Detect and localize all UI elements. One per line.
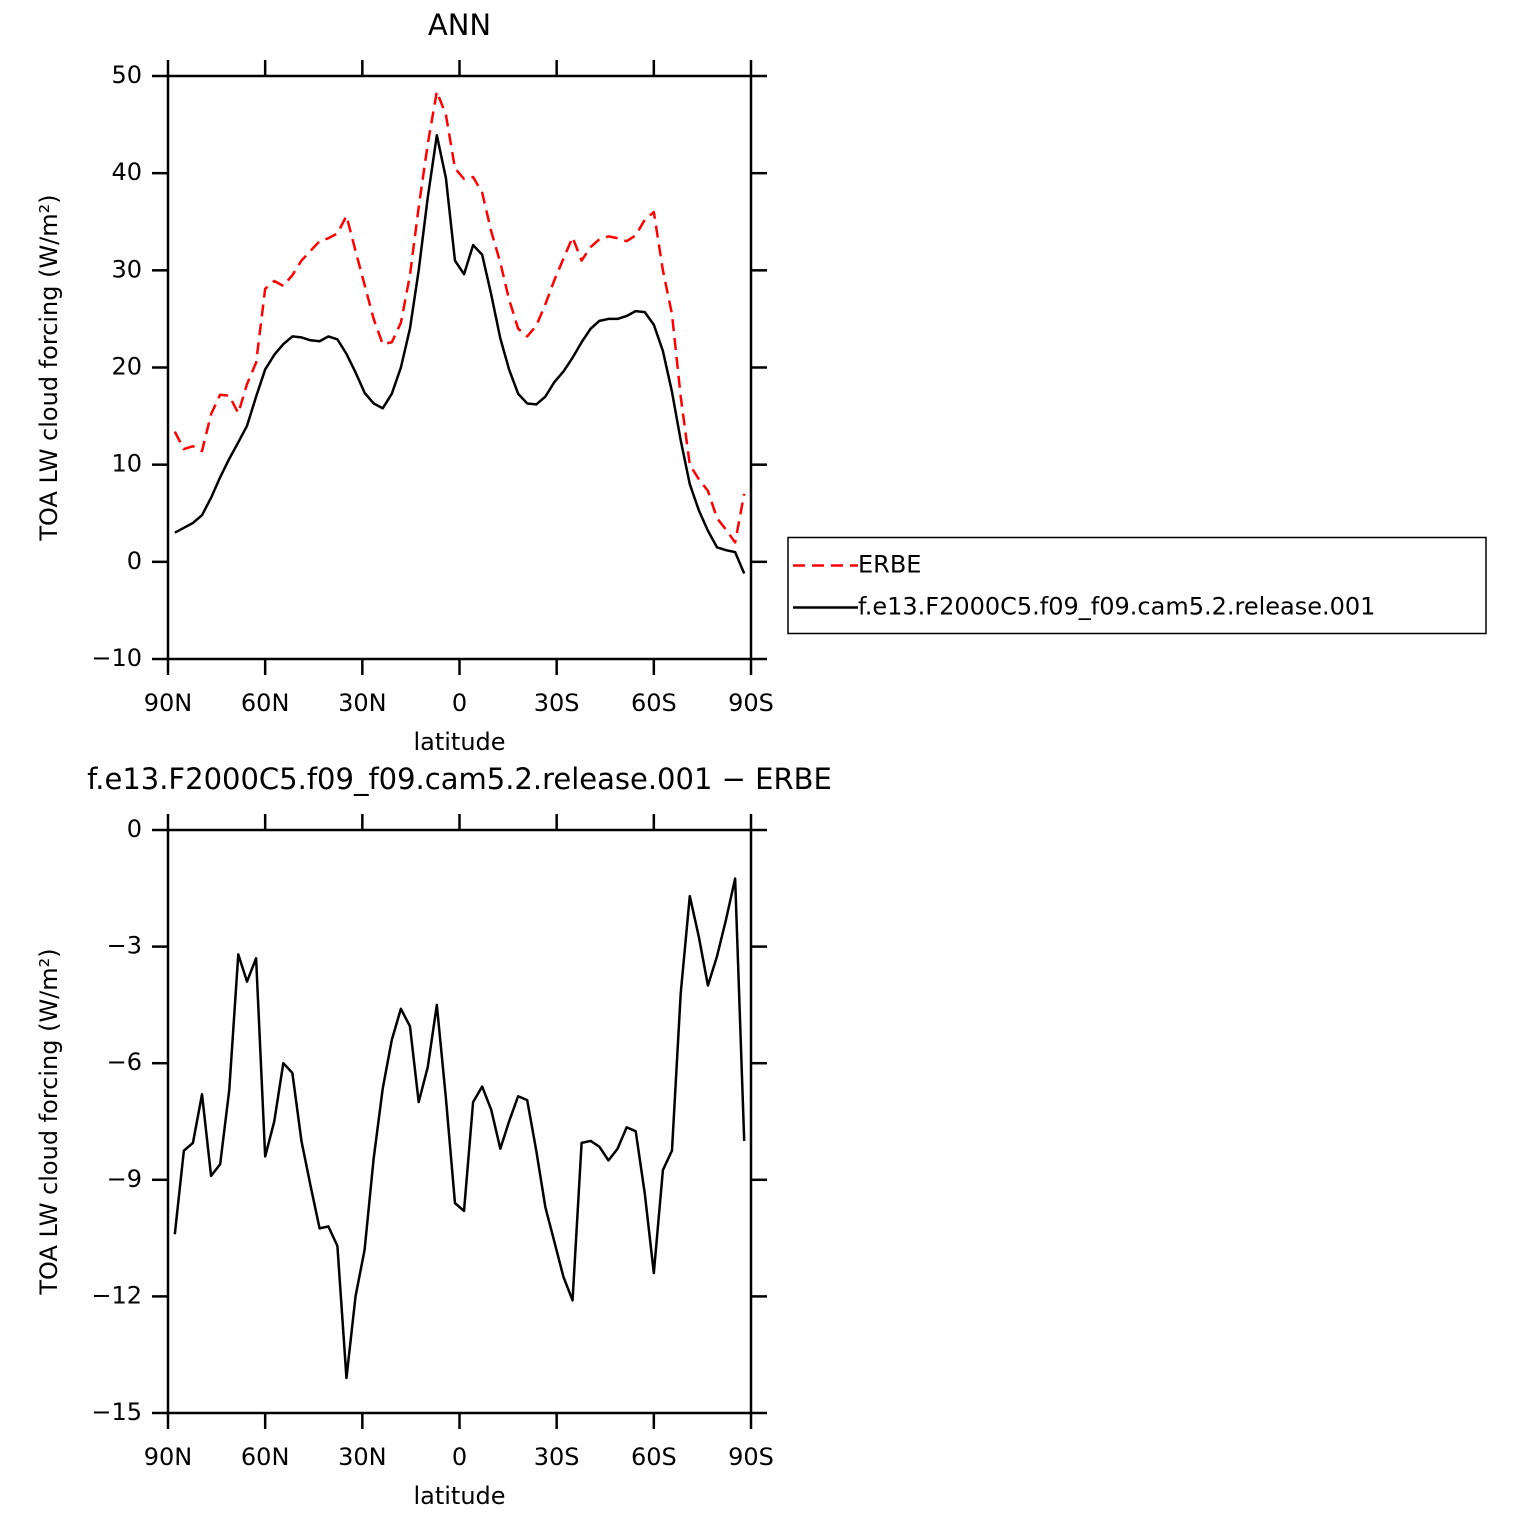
legend-box [787, 536, 1487, 635]
plot-frame [166, 74, 753, 661]
x-tick-label: 0 [452, 689, 467, 717]
data-line [173, 90, 746, 544]
chart-title: f.e13.F2000C5.f09_f09.cam5.2.release.001… [87, 762, 832, 796]
y-tick-label: −12 [91, 1281, 142, 1309]
x-tick-label: 60N [241, 689, 290, 717]
plot-frame [166, 828, 753, 1415]
x-tick-label: 60N [241, 1443, 290, 1471]
legend-label: f.e13.F2000C5.f09_f09.cam5.2.release.001 [858, 593, 1375, 621]
y-tick-label: −6 [107, 1048, 142, 1076]
x-tick-label: 90S [728, 689, 774, 717]
x-tick-label: 0 [452, 1443, 467, 1471]
x-tick-label: 60S [631, 689, 677, 717]
data-line [174, 134, 746, 574]
y-tick-label: 50 [111, 61, 142, 89]
x-tick-label: 30S [534, 689, 580, 717]
chart-title: ANN [428, 8, 491, 42]
y-tick-label: −10 [91, 644, 142, 672]
data-line [173, 877, 746, 1380]
y-tick-label: 0 [127, 547, 142, 575]
y-axis-label: TOA LW cloud forcing (W/m²) [35, 194, 63, 541]
x-axis-label: latitude [413, 1482, 505, 1510]
x-tick-label: 30S [534, 1443, 580, 1471]
x-tick-label: 30N [338, 689, 387, 717]
y-tick-label: 20 [111, 353, 142, 381]
x-axis-label: latitude [413, 728, 505, 756]
y-tick-label: −3 [107, 932, 142, 960]
x-tick-label: 90S [728, 1443, 774, 1471]
y-tick-label: 10 [111, 450, 142, 478]
y-tick-label: 30 [111, 255, 142, 283]
y-tick-label: 0 [127, 815, 142, 843]
x-tick-label: 30N [338, 1443, 387, 1471]
y-tick-label: 40 [111, 158, 142, 186]
y-tick-label: −9 [107, 1165, 142, 1193]
x-tick-label: 60S [631, 1443, 677, 1471]
x-tick-label: 90N [144, 1443, 193, 1471]
y-tick-label: −15 [91, 1398, 142, 1426]
y-axis-label: TOA LW cloud forcing (W/m²) [35, 948, 63, 1295]
x-tick-label: 90N [144, 689, 193, 717]
legend-label: ERBE [858, 551, 921, 579]
